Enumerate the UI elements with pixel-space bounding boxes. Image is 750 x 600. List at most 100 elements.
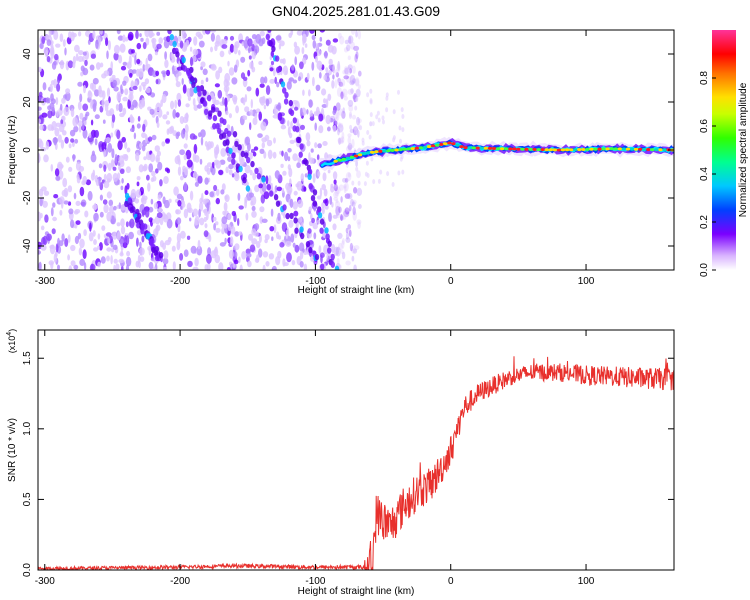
noise-speckle: [114, 153, 118, 164]
noise-speckle: [77, 101, 82, 111]
noise-speckle: [162, 242, 167, 250]
noise-speckle: [176, 217, 182, 225]
noise-speckle: [53, 78, 58, 89]
noise-speckle: [196, 104, 203, 109]
noise-speckle: [353, 264, 357, 270]
noise-speckle: [38, 140, 44, 149]
streak-mark: [254, 167, 259, 174]
noise-speckle: [84, 59, 88, 67]
noise-speckle: [324, 50, 328, 59]
noise-speckle: [247, 142, 251, 152]
noise-speckle: [165, 120, 171, 125]
noise-speckle: [337, 122, 341, 128]
noise-speckle: [59, 33, 64, 42]
noise-speckle: [347, 142, 353, 151]
noise-speckle: [46, 39, 52, 46]
noise-speckle: [139, 85, 142, 92]
noise-speckle: [325, 98, 329, 108]
noise-speckle: [129, 218, 135, 229]
noise-speckle: [163, 250, 169, 260]
noise-speckle: [349, 124, 353, 130]
noise-speckle: [53, 30, 59, 40]
noise-speckle: [349, 80, 355, 86]
noise-speckle: [81, 180, 86, 186]
noise-speckle: [192, 208, 199, 217]
carrier-peak: [597, 147, 602, 151]
noise-speckle: [183, 249, 189, 257]
noise-speckle: [338, 81, 344, 87]
noise-speckle: [227, 213, 232, 221]
noise-speckle: [41, 36, 46, 45]
noise-speckle: [183, 154, 187, 161]
streak-mark: [317, 212, 323, 219]
noise-speckle: [282, 170, 287, 176]
noise-speckle: [164, 51, 168, 60]
noise-speckle: [142, 84, 146, 91]
noise-speckle: [338, 242, 343, 251]
noise-speckle: [344, 67, 349, 75]
noise-speckle: [122, 61, 128, 66]
noise-speckle: [106, 255, 110, 262]
noise-speckle: [129, 116, 135, 124]
noise-speckle: [255, 87, 260, 97]
streak-mark: [295, 136, 301, 143]
noise-speckle: [401, 114, 405, 119]
noise-speckle: [176, 154, 181, 162]
noise-speckle: [113, 86, 119, 92]
noise-speckle: [347, 136, 352, 145]
noise-speckle: [75, 220, 81, 226]
noise-speckle: [38, 66, 42, 73]
noise-speckle: [258, 61, 263, 65]
noise-speckle: [160, 99, 164, 107]
noise-speckle: [68, 208, 74, 215]
noise-speckle: [177, 35, 182, 42]
noise-speckle: [152, 218, 156, 224]
noise-speckle: [356, 219, 362, 225]
noise-speckle: [108, 199, 114, 207]
noise-speckle: [222, 210, 226, 216]
noise-speckle: [141, 132, 147, 139]
noise-speckle: [148, 261, 154, 270]
noise-speckle: [294, 45, 300, 55]
noise-speckle: [335, 246, 341, 257]
noise-speckle: [98, 242, 103, 251]
noise-speckle: [232, 145, 237, 155]
noise-speckle: [301, 47, 305, 55]
noise-speckle: [352, 211, 357, 221]
noise-speckle: [117, 140, 123, 151]
carrier-peak: [333, 159, 338, 163]
noise-speckle: [247, 260, 252, 268]
noise-speckle: [196, 245, 203, 256]
noise-speckle: [166, 218, 173, 229]
streak-mark: [231, 152, 236, 159]
spectrogram-ytick-label: -20: [22, 190, 33, 205]
noise-speckle: [193, 36, 198, 46]
noise-speckle: [317, 195, 322, 200]
noise-speckle: [203, 216, 207, 222]
noise-speckle: [74, 44, 80, 53]
noise-speckle: [355, 78, 360, 86]
noise-speckle: [166, 168, 171, 174]
noise-speckle: [316, 49, 322, 56]
spectrogram-ytick-label: 20: [22, 96, 33, 108]
noise-speckle: [285, 229, 289, 240]
noise-speckle: [223, 222, 228, 229]
noise-speckle: [92, 169, 96, 178]
noise-speckle: [124, 234, 127, 245]
noise-speckle: [157, 161, 163, 171]
carrier-peak: [654, 148, 659, 152]
noise-speckle: [340, 196, 343, 203]
noise-speckle: [101, 142, 107, 152]
noise-speckle: [188, 87, 194, 97]
noise-speckle: [40, 244, 47, 251]
noise-speckle: [54, 127, 60, 137]
noise-speckle: [136, 237, 139, 247]
noise-speckle: [250, 200, 254, 206]
noise-speckle: [386, 171, 390, 177]
noise-speckle: [119, 43, 126, 53]
noise-speckle: [368, 134, 372, 140]
streak-mark: [288, 99, 293, 107]
snr-marks: [38, 356, 674, 570]
snr-axes: -300 -200 -100 0 100 0.0 0.5 1.0 1.5: [22, 330, 674, 587]
noise-speckle: [254, 45, 260, 54]
